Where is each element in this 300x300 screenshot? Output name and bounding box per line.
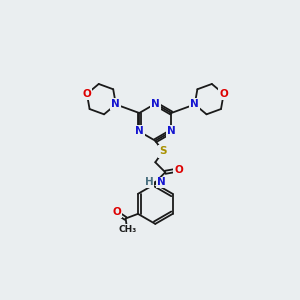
Text: O: O <box>219 89 228 99</box>
Text: N: N <box>135 127 144 136</box>
Text: N: N <box>190 99 199 110</box>
Text: CH₃: CH₃ <box>118 225 136 234</box>
Text: S: S <box>159 146 167 157</box>
Text: O: O <box>112 207 121 217</box>
Text: N: N <box>167 127 176 136</box>
Text: O: O <box>82 89 91 99</box>
Text: N: N <box>112 99 120 110</box>
Text: O: O <box>174 165 183 175</box>
Text: N: N <box>151 99 160 109</box>
Text: H: H <box>145 177 154 187</box>
Text: N: N <box>157 177 166 187</box>
